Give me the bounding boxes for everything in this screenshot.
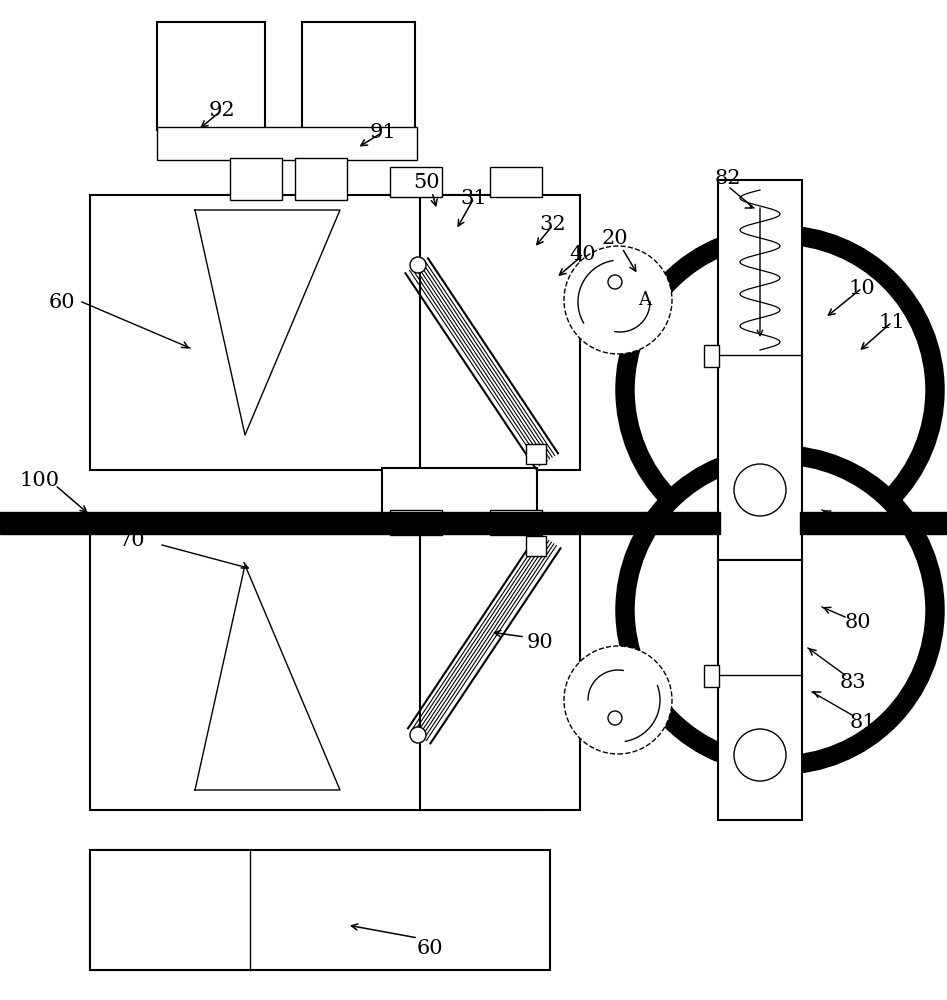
Bar: [718, 560, 802, 820]
Bar: [230, 158, 282, 200]
Text: 100: 100: [20, 471, 60, 489]
Bar: [0, 512, 720, 534]
Bar: [704, 665, 719, 687]
Bar: [490, 510, 542, 535]
Text: 90: 90: [527, 633, 553, 652]
Circle shape: [625, 235, 935, 545]
Circle shape: [410, 727, 426, 743]
Bar: [302, 22, 415, 130]
Bar: [90, 850, 550, 970]
Bar: [90, 532, 540, 810]
Text: 32: 32: [540, 216, 566, 234]
Bar: [382, 468, 537, 520]
Circle shape: [564, 646, 672, 754]
Circle shape: [410, 257, 426, 273]
Bar: [718, 180, 802, 560]
Circle shape: [608, 275, 622, 289]
Bar: [420, 195, 580, 470]
Bar: [704, 345, 719, 367]
Circle shape: [734, 729, 786, 781]
Text: 20: 20: [601, 229, 628, 247]
Text: 60: 60: [417, 938, 443, 958]
Text: 10: 10: [849, 278, 875, 298]
Bar: [490, 167, 542, 197]
Bar: [295, 158, 347, 200]
Text: A: A: [638, 291, 652, 309]
Bar: [90, 195, 540, 470]
Text: 50: 50: [414, 172, 440, 192]
Bar: [800, 512, 947, 534]
Bar: [157, 127, 417, 160]
Text: 70: 70: [118, 530, 145, 550]
Text: 92: 92: [208, 101, 235, 119]
Text: 11: 11: [879, 312, 905, 332]
Text: 91: 91: [369, 122, 397, 141]
Text: 40: 40: [570, 245, 597, 264]
Text: 80: 80: [865, 518, 891, 538]
Bar: [157, 22, 265, 130]
Text: 80: 80: [845, 612, 871, 632]
Circle shape: [608, 711, 622, 725]
Bar: [280, 850, 400, 970]
Text: 31: 31: [460, 188, 488, 208]
Text: 83: 83: [840, 672, 867, 692]
Text: 81: 81: [849, 712, 876, 732]
Bar: [390, 510, 442, 535]
Bar: [390, 167, 442, 197]
Circle shape: [625, 455, 935, 765]
Bar: [526, 536, 546, 556]
Text: 82: 82: [715, 168, 742, 188]
Circle shape: [734, 464, 786, 516]
Text: 60: 60: [48, 292, 76, 312]
Bar: [526, 444, 546, 464]
Circle shape: [564, 246, 672, 354]
Bar: [420, 532, 580, 810]
Bar: [90, 850, 250, 970]
